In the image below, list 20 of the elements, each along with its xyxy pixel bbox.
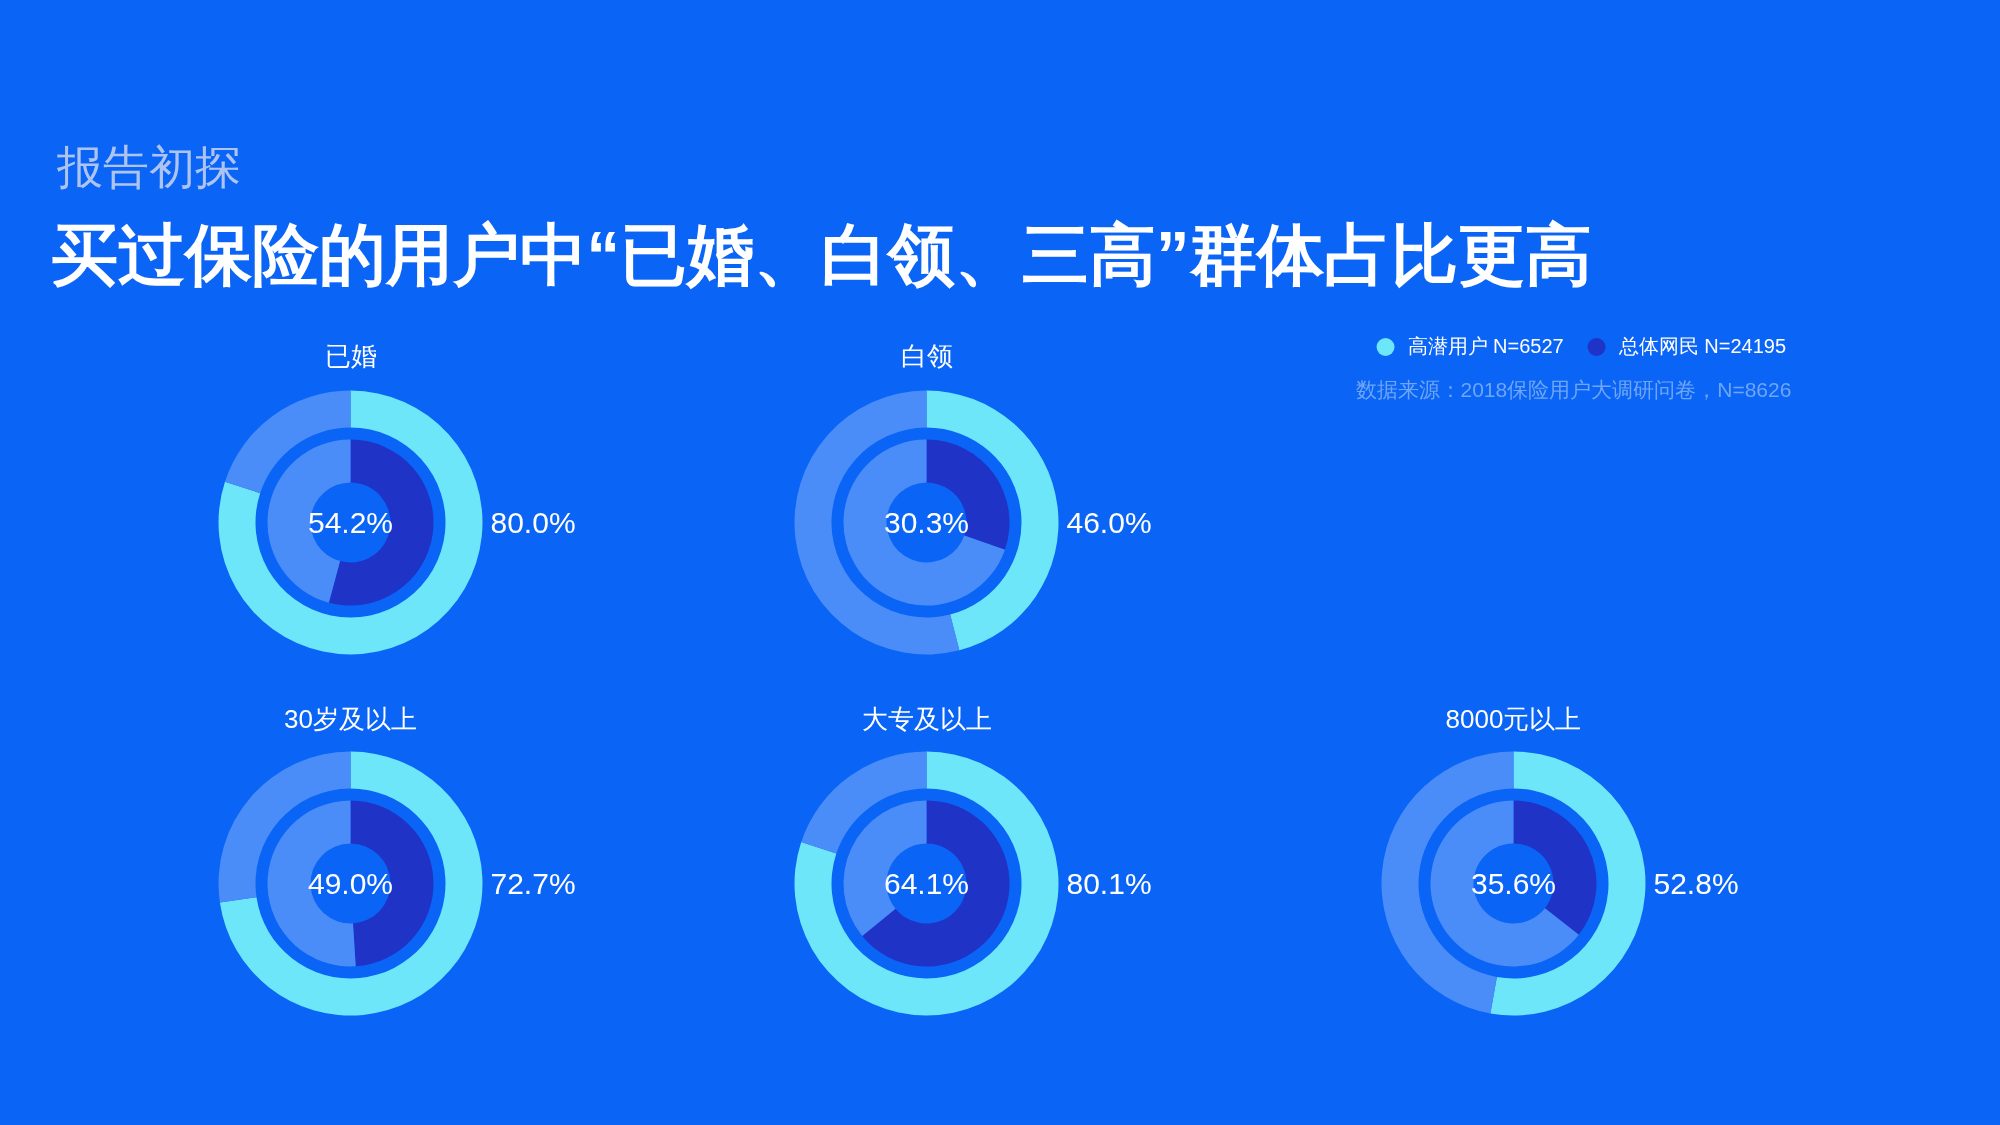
data-label: 49.0% [307, 867, 394, 900]
data-label: 30.3% [883, 506, 970, 539]
source-note: 数据来源：2018保险用户大调研问卷，N=8626 [1355, 378, 1792, 401]
chart-title: 已婚 [324, 340, 377, 371]
chart-title: 白领 [900, 340, 953, 371]
chart-title: 8000元以上 [1445, 703, 1582, 734]
data-label: 80.1% [1066, 867, 1152, 900]
data-label: 35.6% [1470, 867, 1557, 900]
data-label: 64.1% [883, 867, 970, 900]
text: 买过保险的用户中“已婚、白领、三高”群体占比更高 [50, 217, 1592, 292]
data-label: 72.7% [490, 867, 576, 900]
data-label: 54.2% [307, 506, 394, 539]
chart-title: 大专及以上 [861, 703, 992, 734]
legend-label: 总体网民 N=24195 [1618, 334, 1786, 359]
data-label: 52.8% [1653, 867, 1739, 900]
data-label: 46.0% [1066, 506, 1152, 539]
data-label: 80.0% [490, 506, 576, 539]
legend-label: 高潜用户 N=6527 [1407, 334, 1564, 359]
chart-title: 30岁及以上 [284, 703, 417, 734]
text: 报告初探 [55, 140, 241, 193]
